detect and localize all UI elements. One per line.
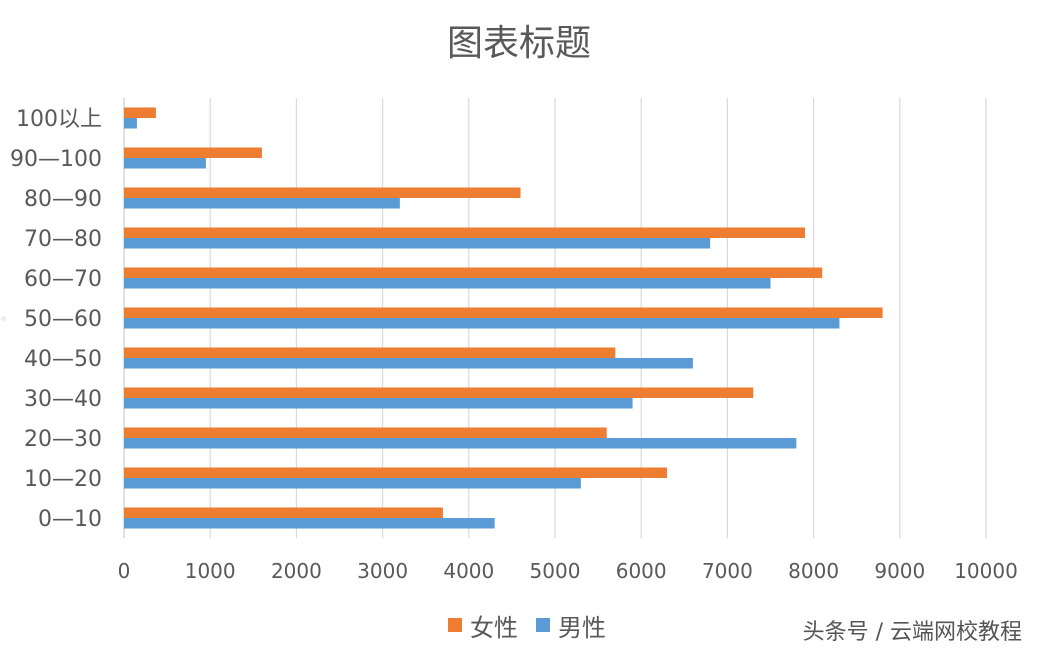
legend-item-female: 女性	[448, 608, 518, 643]
bar-female	[124, 467, 668, 478]
x-tick-label: 5000	[530, 559, 581, 583]
bar-male	[124, 478, 581, 489]
category-label: 0—10	[38, 507, 102, 532]
bar-female	[124, 227, 805, 238]
x-tick-label: 8000	[788, 559, 839, 583]
category-label: 60—70	[24, 267, 102, 292]
bar-female	[124, 267, 823, 278]
bar-male	[124, 238, 711, 249]
bar-male	[124, 198, 400, 209]
edge-mark: ◦	[0, 312, 8, 326]
x-tick-label: 2000	[271, 559, 322, 583]
x-tick-label: 0	[118, 559, 131, 583]
category-label: 90—100	[10, 147, 102, 172]
category-label: 100以上	[16, 107, 102, 132]
category-label: 30—40	[24, 387, 102, 412]
category-label: 40—50	[24, 347, 102, 372]
chart-legend: 女性 男性	[448, 608, 606, 643]
bar-female	[124, 347, 616, 358]
category-label: 80—90	[24, 187, 102, 212]
legend-label-male: 男性	[558, 613, 606, 642]
bar-female	[124, 187, 521, 198]
bar-male	[124, 358, 693, 369]
x-tick-label: 1000	[185, 559, 236, 583]
watermark-text: 头条号 / 云端网校教程	[802, 620, 1022, 645]
legend-swatch-female	[448, 618, 462, 632]
bar-male	[124, 158, 206, 169]
x-tick-label: 10000	[954, 559, 1018, 583]
legend-label-female: 女性	[470, 613, 518, 642]
bar-female	[124, 427, 607, 438]
bar-male	[124, 118, 137, 129]
category-label: 20—30	[24, 427, 102, 452]
bar-male	[124, 318, 840, 329]
bar-male	[124, 518, 495, 529]
category-label: 70—80	[24, 227, 102, 252]
bar-female	[124, 387, 754, 398]
legend-item-male: 男性	[536, 608, 606, 643]
chart-title: 图表标题	[446, 23, 591, 64]
legend-swatch-male	[536, 618, 550, 632]
x-tick-label: 9000	[874, 559, 925, 583]
bar-female	[124, 307, 883, 318]
x-tick-label: 3000	[357, 559, 408, 583]
x-tick-label: 4000	[443, 559, 494, 583]
bar-male	[124, 278, 771, 289]
x-tick-label: 6000	[616, 559, 667, 583]
category-label: 10—20	[24, 467, 102, 492]
bar-male	[124, 398, 633, 409]
x-tick-label: 7000	[702, 559, 753, 583]
bar-female	[124, 147, 262, 158]
category-label: 50—60	[24, 307, 102, 332]
bar-female	[124, 507, 443, 518]
bar-male	[124, 438, 797, 449]
bar-female	[124, 107, 156, 118]
